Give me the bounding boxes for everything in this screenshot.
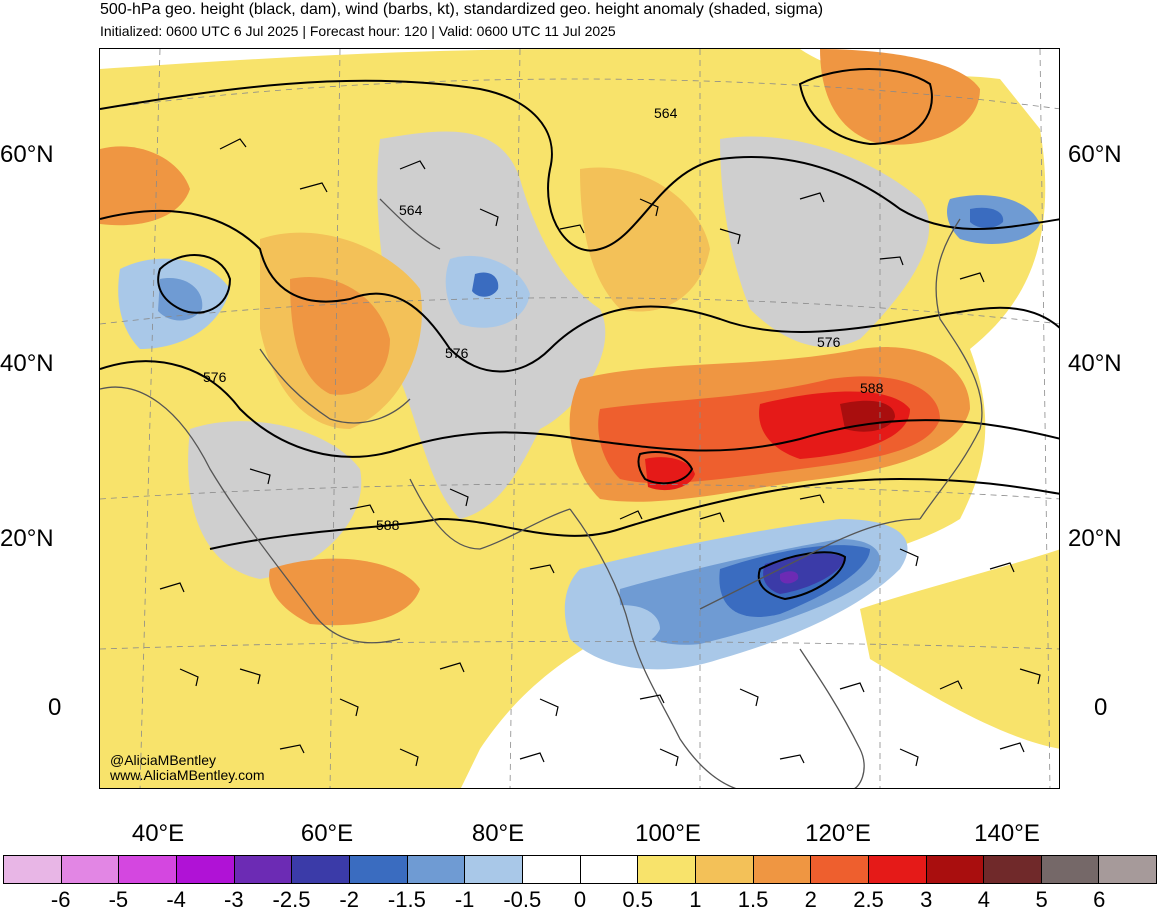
colorbar-cell bbox=[1099, 856, 1157, 883]
lat-label-40n-right: 40°N bbox=[1068, 350, 1122, 377]
colorbar-tick-label: -4 bbox=[166, 887, 186, 912]
map-subtitle: Initialized: 0600 UTC 6 Jul 2025 | Forec… bbox=[100, 23, 616, 39]
colorbar-cell bbox=[811, 856, 869, 883]
lon-label-100e: 100°E bbox=[635, 820, 701, 847]
colorbar-cell bbox=[234, 856, 293, 883]
colorbar-tick-label: 3 bbox=[920, 887, 933, 912]
anomaly-region-max bbox=[840, 400, 895, 432]
colorbar-tick-label: -0.5 bbox=[503, 887, 542, 912]
colorbar-tick-label: 4 bbox=[977, 887, 991, 912]
credit-handle: @AliciaMBentley bbox=[110, 752, 217, 768]
colorbar-cell bbox=[4, 856, 62, 883]
wind-barbs bbox=[159, 138, 1041, 767]
colorbar-cell bbox=[292, 856, 350, 883]
colorbar-tick-label: -2.5 bbox=[272, 887, 311, 912]
anomaly-region-blue-core bbox=[763, 553, 845, 594]
height-contours bbox=[100, 68, 1059, 601]
contour-label-588a: 588 bbox=[860, 380, 884, 396]
lon-label-120e: 120°E bbox=[805, 820, 871, 847]
graticule bbox=[100, 49, 1059, 788]
colorbar-cell bbox=[522, 856, 581, 883]
map-title: 500-hPa geo. height (black, dam), wind (… bbox=[100, 1, 824, 18]
anomaly-region-gray-west bbox=[188, 421, 362, 579]
lat-label-60n-right: 60°N bbox=[1068, 141, 1122, 168]
anomaly-region-blue-ne-core bbox=[970, 207, 1004, 228]
colorbar-tick-label: 1 bbox=[689, 887, 702, 912]
colorbar-cell bbox=[695, 856, 754, 883]
lat-label-eq-right: 0 bbox=[1094, 694, 1108, 721]
anomaly-region-blue-west-core bbox=[158, 278, 203, 321]
anomaly-region-violet-core bbox=[780, 571, 799, 584]
anomaly-map bbox=[100, 49, 1059, 788]
colorbar-cell bbox=[753, 856, 812, 883]
anomaly-region-gray-ne bbox=[720, 136, 930, 348]
colorbar-cell bbox=[465, 856, 523, 883]
colorbar-tick-label: -3 bbox=[224, 887, 244, 912]
credit-site: www.AliciaMBentley.com bbox=[110, 767, 265, 783]
colorbar-tick-label: 6 bbox=[1093, 887, 1106, 912]
anomaly-region-red-west bbox=[645, 457, 695, 491]
colorbar-tick-label: 2.5 bbox=[853, 887, 884, 912]
colorbar-cell bbox=[61, 856, 120, 883]
colorbar-cell bbox=[984, 856, 1042, 883]
colorbar-tick-label: 0.5 bbox=[622, 887, 653, 912]
colorbar-tick-label: -1.5 bbox=[387, 887, 426, 912]
lon-label-80e: 80°E bbox=[471, 820, 525, 847]
coastlines bbox=[100, 198, 983, 788]
contour-label-564a: 564 bbox=[654, 105, 678, 121]
map-panel: 564 564 576 576 576 588 588 bbox=[99, 48, 1060, 789]
lat-label-40n-left: 40°N bbox=[0, 350, 54, 377]
colorbar-tick-label: 2 bbox=[804, 887, 817, 912]
lon-label-140e: 140°E bbox=[974, 820, 1040, 847]
contour-label-576a: 576 bbox=[445, 345, 469, 361]
colorbar-cell bbox=[349, 856, 408, 883]
colorbar-tick-label: 0 bbox=[573, 887, 587, 912]
contour-label-588b: 588 bbox=[376, 517, 400, 533]
anomaly-region-yellow-east bbox=[860, 549, 1059, 749]
anomaly-region-orange-central bbox=[580, 167, 710, 312]
lat-label-60n-left: 60°N bbox=[0, 141, 54, 168]
lon-label-40e: 40°E bbox=[131, 820, 185, 847]
colorbar-cell bbox=[868, 856, 927, 883]
contour-label-576b: 576 bbox=[817, 334, 841, 350]
colorbar-tick-label: -6 bbox=[50, 887, 71, 912]
colorbar-tick-label: 1.5 bbox=[737, 887, 769, 912]
colorbar-cell bbox=[638, 856, 696, 883]
colorbar-tick-label: 5 bbox=[1035, 887, 1048, 912]
colorbar-cell bbox=[407, 856, 466, 883]
colorbar-cell bbox=[176, 856, 235, 883]
colorbar-tick-label: -1 bbox=[454, 887, 475, 912]
contour-label-576c: 576 bbox=[203, 369, 227, 385]
colorbar-cell bbox=[926, 856, 985, 883]
colorbar-cell bbox=[119, 856, 177, 883]
lat-label-20n-right: 20°N bbox=[1068, 525, 1122, 552]
lat-label-20n-left: 20°N bbox=[0, 525, 54, 552]
anomaly-region-orange-ne bbox=[820, 49, 980, 145]
lat-label-eq-left: 0 bbox=[48, 694, 62, 721]
colorbar-tick-label: -2 bbox=[339, 887, 359, 912]
contour-label-564b: 564 bbox=[399, 202, 423, 218]
colorbar-cell bbox=[1041, 856, 1100, 883]
lon-label-60e: 60°E bbox=[300, 820, 354, 847]
anomaly-region-orange-south bbox=[269, 558, 420, 626]
colorbar-cell bbox=[580, 856, 639, 883]
anomaly-region-orange-2 bbox=[290, 277, 390, 395]
anomaly-region-orange-nw bbox=[100, 146, 190, 226]
colorbar-tick-label: -5 bbox=[108, 887, 129, 912]
anomaly-region-blue-central-core bbox=[472, 272, 499, 297]
colorbar bbox=[3, 855, 1157, 884]
